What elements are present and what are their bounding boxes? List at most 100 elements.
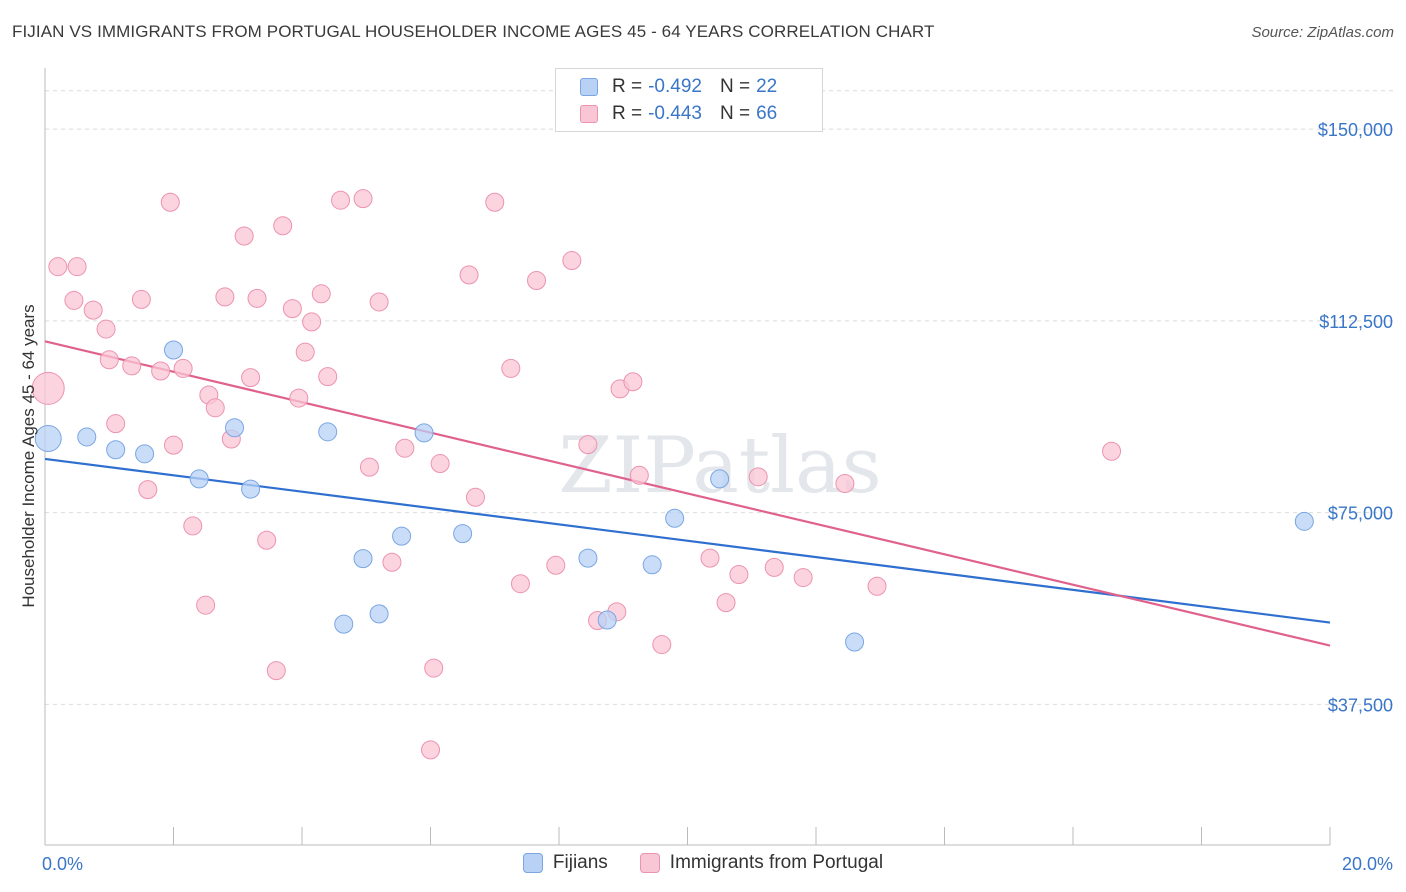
data-point-portugal [282,299,302,319]
data-point-fijians [353,549,373,569]
data-point-portugal [359,457,379,477]
data-point-fijians [34,424,62,452]
legend-r-value: -0.492 [648,76,702,97]
data-point-portugal [459,265,479,285]
data-point-fijians [392,526,412,546]
legend-label-fijians: Fijians [552,852,608,873]
data-point-portugal [295,342,315,362]
data-point-fijians [578,548,598,568]
data-point-portugal [164,435,183,455]
legend-n-label: N = [719,76,751,97]
data-point-portugal [122,356,142,376]
data-point-fijians [164,340,183,360]
data-point-portugal [311,284,331,304]
data-point-fijians [135,444,155,464]
data-point-portugal [215,287,235,307]
y-tick-label: $150,000 [1318,120,1393,140]
data-point-portugal [138,480,158,500]
data-point-portugal [257,530,277,550]
data-point-portugal [289,388,309,408]
trend-line-portugal [44,340,1331,647]
data-point-portugal [160,192,180,212]
legend-n-label: N = [719,103,751,124]
chart-title: FIJIAN VS IMMIGRANTS FROM PORTUGAL HOUSE… [12,22,935,41]
data-point-portugal [527,270,547,290]
correlation-legend: R = -0.492 N = 22 R = -0.443 N = 66 [555,68,823,132]
data-point-portugal [131,289,151,309]
x-tick-label: 0.0% [42,854,83,874]
data-point-portugal [764,557,784,577]
data-point-portugal [510,574,530,594]
data-point-portugal [501,358,521,378]
data-point-fijians [225,418,245,438]
data-point-portugal [64,290,84,310]
y-axis-title: Householder Income Ages 45 - 64 years [19,304,38,607]
data-point-portugal [48,257,68,277]
x-tick-label: 20.0% [1342,854,1393,874]
data-point-fijians [845,632,865,652]
data-point-portugal [99,350,119,370]
data-point-portugal [421,740,440,760]
data-point-fijians [189,469,209,489]
y-tick-labels: $37,500 $75,000 $112,500 $150,000 [1318,120,1393,715]
data-point-portugal [205,398,225,418]
data-point-portugal [273,216,293,236]
data-point-fijians [642,555,662,575]
legend-r-label: R = [612,103,643,124]
data-point-portugal [83,300,103,320]
data-point-fijians [106,440,126,460]
data-point-portugal [424,658,444,678]
legend-swatch-fijians [580,78,598,96]
data-point-fijians [665,508,685,528]
data-point-portugal [353,189,373,209]
legend-row-fijians: R = -0.492 N = 22 [580,76,777,98]
data-point-portugal [151,361,171,381]
legend-r-value: -0.443 [648,103,702,124]
data-point-portugal [835,473,855,493]
axes [44,68,1331,846]
legend-item-fijians[interactable]: Fijians [522,852,608,874]
legend-swatch-portugal [580,105,598,123]
legend-row-portugal: R = -0.443 N = 66 [580,103,777,125]
data-points [31,189,1314,760]
trend-lines [44,340,1331,647]
legend-n-value: 22 [756,76,778,97]
data-point-fijians [710,469,730,489]
series-legend: Fijians Immigrants from Portugal [0,852,1406,874]
x-tick-labels: 0.0% 20.0% [42,854,1393,874]
y-tick-label: $112,500 [1319,312,1393,332]
data-point-portugal [31,371,65,405]
data-point-portugal [430,454,450,474]
data-point-portugal [716,593,736,613]
data-point-portugal [241,368,261,388]
y-tick-label: $37,500 [1328,695,1393,715]
data-point-fijians [453,524,473,544]
data-point-portugal [318,367,338,387]
legend-swatch-fijians [522,853,543,873]
data-point-fijians [414,423,434,443]
data-point-portugal [729,565,749,585]
data-point-portugal [748,467,768,487]
data-point-portugal [331,190,351,210]
data-point-portugal [700,548,720,568]
data-point-fijians [597,610,617,630]
data-point-portugal [465,487,485,507]
y-tick-label: $75,000 [1328,504,1393,524]
data-point-portugal [629,465,649,485]
data-point-portugal [183,516,203,536]
data-point-fijians [77,427,97,447]
data-point-portugal [173,358,193,378]
data-point-portugal [395,438,415,458]
data-point-portugal [302,312,322,332]
data-point-portugal [562,251,582,271]
data-point-fijians [241,479,261,499]
data-point-fijians [318,422,338,442]
legend-item-portugal[interactable]: Immigrants from Portugal [639,852,883,874]
data-point-fijians [1294,511,1314,531]
data-point-portugal [485,192,505,212]
data-point-portugal [652,635,672,655]
watermark: ZIPatlas [558,421,881,511]
data-point-portugal [247,288,267,308]
source-label: Source: ZipAtlas.com [1251,24,1394,41]
